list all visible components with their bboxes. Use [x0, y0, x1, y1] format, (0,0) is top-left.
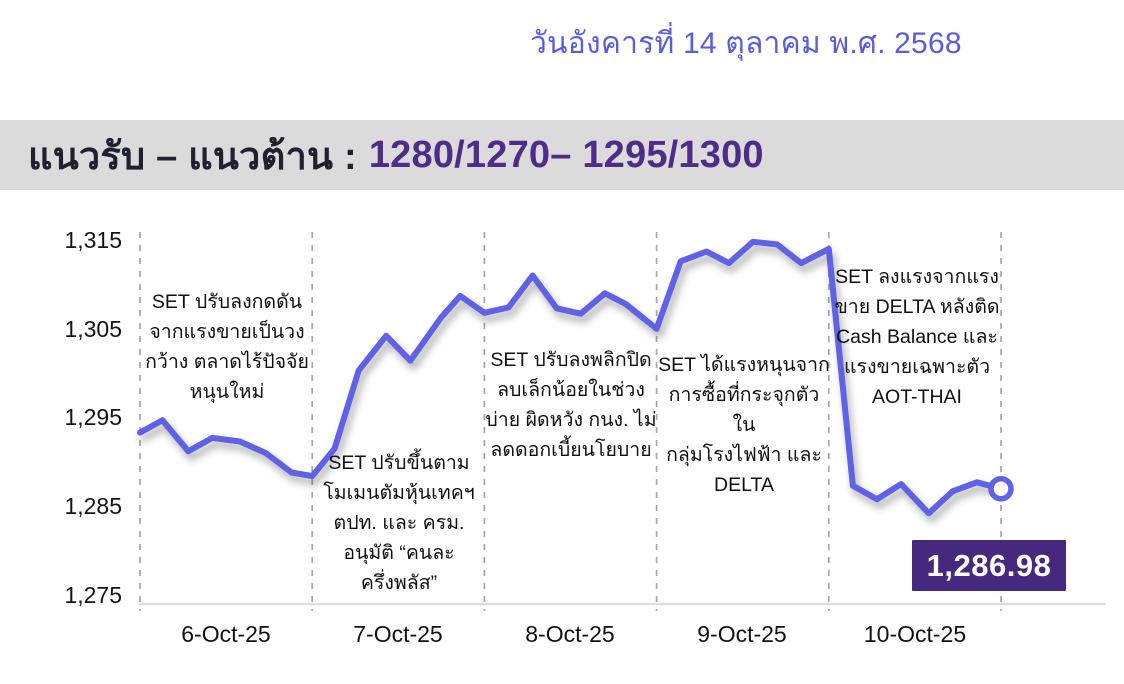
- annotation-10-oct: SET ลงแรงจากแรง ขาย DELTA หลังติด Cash B…: [834, 266, 1000, 408]
- x-tick-9-oct: 9-Oct-25: [697, 621, 787, 647]
- x-tick-7-oct: 7-Oct-25: [353, 621, 443, 647]
- x-tick-8-oct: 8-Oct-25: [525, 621, 615, 647]
- report-date: วันอังคารที่ 14 ตุลาคม พ.ศ. 2568: [530, 27, 962, 60]
- support-resistance-label: แนวรับ – แนวต้าน :: [28, 135, 357, 178]
- annotation-8-oct: SET ปรับลงพลิกปิด ลบเล็กน้อยในช่วง บ่าย …: [485, 349, 657, 461]
- annotation-7-oct: SET ปรับขึ้นตาม โมเมนตัมหุ้นเทคฯ ตปท. แล…: [323, 452, 475, 594]
- last-value-badge: 1,286.98: [912, 540, 1066, 591]
- annotation-6-oct: SET ปรับลงกดดัน จากแรงขายเป็นวง กว้าง ตล…: [145, 291, 309, 403]
- y-tick-1275: 1,275: [64, 582, 122, 608]
- y-tick-1295: 1,295: [64, 404, 122, 430]
- set-index-price-line: [137, 238, 1004, 517]
- x-tick-10-oct: 10-Oct-25: [863, 621, 967, 647]
- annotation-9-oct: SET ได้แรงหนุนจาก การซื้อที่กระจุกตัวใน …: [658, 354, 830, 496]
- support-resistance-levels: 1280/1270– 1295/1300: [368, 133, 764, 176]
- y-tick-1315: 1,315: [64, 227, 122, 253]
- last-point-marker: [988, 475, 1014, 502]
- y-tick-1285: 1,285: [64, 493, 122, 519]
- x-tick-6-oct: 6-Oct-25: [181, 621, 271, 647]
- y-tick-1305: 1,305: [64, 316, 122, 342]
- support-resistance-banner: แนวรับ – แนวต้าน : 1280/1270– 1295/1300: [0, 120, 1124, 190]
